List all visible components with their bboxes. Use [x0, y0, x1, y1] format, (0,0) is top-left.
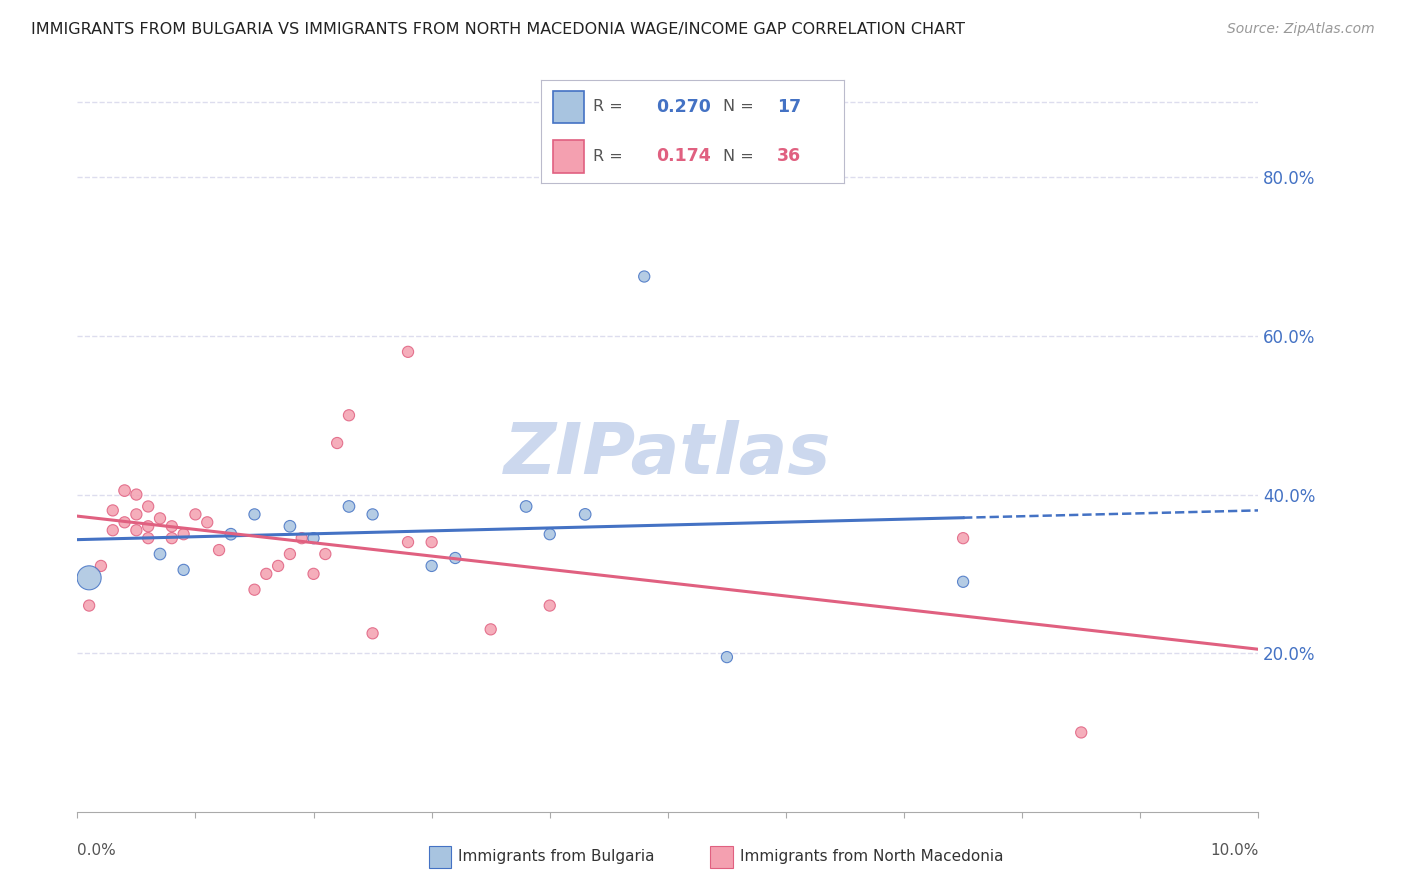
Text: 0.174: 0.174 [657, 147, 711, 165]
Point [326, 436, 349, 450]
Point [420, 558, 443, 573]
Text: ZIPatlas: ZIPatlas [505, 420, 831, 490]
Point [125, 487, 148, 501]
Text: 17: 17 [778, 98, 801, 116]
Point [77, 571, 100, 585]
Point [633, 269, 655, 284]
Text: 10.0%: 10.0% [1211, 843, 1258, 858]
Point [173, 563, 195, 577]
Text: N =: N = [723, 99, 759, 114]
Point [361, 626, 384, 640]
Text: 36: 36 [778, 147, 801, 165]
Point [160, 531, 183, 545]
Point [574, 508, 596, 522]
Point [90, 558, 112, 573]
Point [243, 508, 266, 522]
Point [136, 519, 159, 533]
Point [337, 500, 360, 514]
Text: N =: N = [723, 149, 759, 164]
Text: Immigrants from Bulgaria: Immigrants from Bulgaria [458, 849, 655, 864]
Point [160, 519, 183, 533]
Point [125, 508, 148, 522]
Point [479, 623, 502, 637]
Point [136, 500, 159, 514]
Point [208, 543, 231, 558]
Point [184, 508, 207, 522]
Point [337, 409, 360, 423]
Point [149, 547, 172, 561]
Point [101, 523, 124, 537]
Text: R =: R = [593, 149, 627, 164]
Text: R =: R = [593, 99, 627, 114]
Bar [554, 91, 583, 123]
Text: IMMIGRANTS FROM BULGARIA VS IMMIGRANTS FROM NORTH MACEDONIA WAGE/INCOME GAP CORR: IMMIGRANTS FROM BULGARIA VS IMMIGRANTS F… [31, 22, 965, 37]
Point [219, 527, 242, 541]
Text: 0.0%: 0.0% [77, 843, 117, 858]
Text: Source: ZipAtlas.com: Source: ZipAtlas.com [1227, 22, 1375, 37]
Point [302, 531, 325, 545]
Point [314, 547, 336, 561]
Point [125, 523, 148, 537]
Point [101, 503, 124, 517]
Point [396, 535, 419, 549]
Text: Immigrants from North Macedonia: Immigrants from North Macedonia [740, 849, 1002, 864]
Point [291, 531, 314, 545]
Point [716, 650, 738, 665]
Point [173, 527, 195, 541]
Point [515, 500, 537, 514]
Point [114, 516, 136, 530]
Point [278, 547, 301, 561]
Point [538, 599, 561, 613]
Text: 0.270: 0.270 [657, 98, 711, 116]
Point [136, 531, 159, 545]
Point [302, 566, 325, 581]
Point [149, 511, 172, 525]
Bar [554, 140, 583, 173]
Point [420, 535, 443, 549]
Point [77, 599, 100, 613]
Point [278, 519, 301, 533]
Point [243, 582, 266, 597]
Point [952, 531, 974, 545]
Point [254, 566, 277, 581]
Point [396, 344, 419, 359]
Point [538, 527, 561, 541]
Point [952, 574, 974, 589]
Point [444, 551, 467, 566]
Point [267, 558, 290, 573]
Point [114, 483, 136, 498]
Point [195, 516, 218, 530]
Point [361, 508, 384, 522]
Point [1070, 725, 1092, 739]
